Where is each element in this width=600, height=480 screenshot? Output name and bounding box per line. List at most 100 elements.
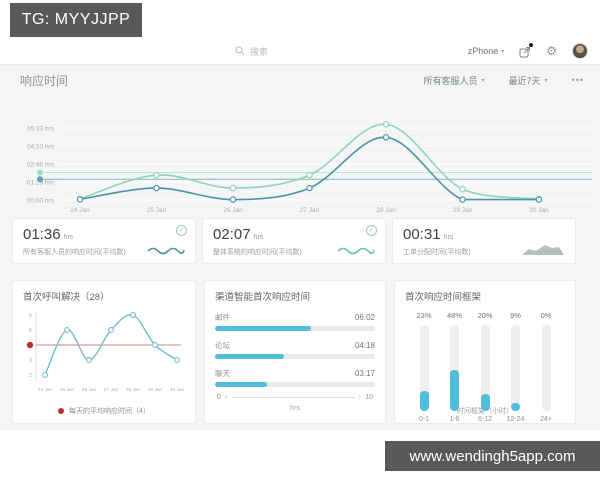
bar-fill — [215, 354, 284, 359]
x-tick-label: 27 Jan — [300, 207, 320, 214]
slider-left-handle[interactable]: ‹ — [224, 392, 228, 401]
date-range-label: 最近7天 — [508, 75, 541, 86]
x-tick-label: 24 Jan — [38, 387, 53, 393]
bar-value-label: 04:18 — [354, 341, 375, 350]
y-tick-label: 2 — [29, 373, 32, 379]
bar-percent-label: 9% — [510, 311, 521, 320]
settings-button[interactable]: ⚙ — [546, 45, 557, 57]
x-tick-label: 26 Jan — [82, 387, 97, 393]
chevron-down-icon: ▾ — [481, 77, 485, 84]
y-tick-label: 00:00 hrs — [27, 198, 55, 205]
y-tick-label: 02:46 hrs — [27, 162, 55, 169]
response-time-chart: 00:00 hrs 01:23 hrs 02:46 hrs 04:10 hrs 05:3… — [27, 121, 592, 214]
data-point — [535, 196, 543, 203]
axis-min-label: 0 — [217, 393, 221, 401]
data-point — [42, 372, 48, 378]
bar-fill — [215, 326, 312, 331]
bar-track — [215, 326, 375, 331]
bar-track — [215, 354, 375, 359]
x-tick-label: 28 Jan — [126, 387, 141, 393]
data-point — [64, 327, 70, 333]
x-tick-label: 30 Jan — [170, 387, 185, 393]
vbar-column: 23% 0-1 — [411, 311, 437, 423]
data-point — [459, 185, 466, 193]
bar-track — [541, 325, 551, 411]
stat-value: 02:07 — [213, 226, 251, 243]
agent-filter-label: 所有客服人员 — [423, 75, 478, 86]
vbar-chart: 23% 0-1 48% 1-6 20% 6-12 9% 12-24 0% 24+ — [405, 311, 565, 423]
bar-track — [419, 325, 429, 411]
tg-watermark-banner: TG: MYYJJPP — [10, 3, 142, 37]
data-point — [306, 171, 313, 179]
stat-card-row: 01:36 hrs 所有客服人员的响应时间(平均数) ✓ 02:07 hrs 整… — [12, 218, 576, 264]
x-tick-label: 28 Jan — [376, 207, 396, 214]
x-tick-label: 29 Jan — [148, 387, 163, 393]
more-options-button[interactable]: ••• — [571, 75, 584, 85]
agent-filter-dropdown[interactable]: 所有客服人员 ▾ — [423, 74, 484, 87]
average-line-dot — [37, 176, 43, 183]
vbar-column: 0% 24+ — [533, 311, 559, 423]
search-input[interactable]: 搜索 — [235, 38, 268, 64]
panel-title: 渠道智能首次响应时间 — [215, 292, 311, 303]
bar-fill — [511, 403, 520, 411]
axis-max-label: 10 — [365, 393, 373, 401]
share-button[interactable] — [519, 43, 534, 58]
data-point — [229, 196, 237, 203]
legend-label: 每天的平均响应时间（4） — [69, 408, 150, 415]
bar-track — [215, 382, 375, 387]
stat-unit: hrs — [443, 234, 454, 241]
data-point — [382, 121, 390, 128]
bar-category-label: 聊天 — [215, 369, 230, 378]
bar-fill — [215, 382, 268, 387]
x-tick-label: 25 Jan — [147, 207, 167, 214]
stat-caption: 整体系统的响应时间(平均数) — [213, 249, 302, 256]
bar-fill — [419, 391, 429, 411]
x-tick-label: 26 Jan — [223, 207, 243, 214]
bar-fill — [480, 393, 490, 411]
bar-track — [450, 325, 459, 411]
bar-track — [480, 325, 490, 411]
bar-category-label: 邮件 — [215, 313, 230, 322]
notification-dot — [529, 43, 534, 47]
hbar-chart: 邮件 06:02 论坛 04:18 聊天 03:17 — [215, 312, 375, 387]
sparkline-area-icon — [522, 245, 564, 255]
panel-title: 首次呼叫解决（28） — [23, 292, 110, 303]
x-tick-label: 29 Jan — [453, 207, 473, 214]
y-tick-label: 05:33 hrs — [27, 126, 55, 133]
stat-unit: hrs — [253, 234, 264, 241]
stat-caption: 工单分配时间(平均数) — [403, 249, 471, 256]
device-selector[interactable]: zPhone ▾ — [468, 46, 505, 56]
y-tick-label: 04:10 hrs — [27, 143, 55, 150]
bar-track — [511, 325, 520, 411]
data-point — [153, 184, 160, 192]
data-point — [108, 327, 114, 333]
top-bar: 搜索 zPhone ▾ ⚙ — [0, 38, 600, 65]
search-placeholder: 搜索 — [250, 46, 269, 57]
axis-caption: 时间框架（小时） — [457, 408, 513, 415]
site-watermark-banner: www.wendingh5app.com — [385, 441, 600, 471]
data-point — [86, 357, 92, 363]
hbar-row: 聊天 03:17 — [215, 368, 375, 387]
bar-value-label: 03:17 — [354, 369, 375, 378]
data-point — [152, 342, 158, 348]
date-range-dropdown[interactable]: 最近7天 ▾ — [509, 74, 548, 87]
stat-value: 00:31 — [403, 226, 441, 243]
channel-response-panel: 渠道智能首次响应时间 邮件 06:02 论坛 04:18 聊天 03:17 0 ‹ › 1… — [204, 280, 386, 424]
x-tick-label: 30 Jan — [529, 207, 549, 214]
y-tick-label: 3 — [29, 358, 32, 364]
slider-right-handle[interactable]: › — [358, 392, 362, 401]
panel-title: 首次响应时间框架 — [405, 292, 482, 303]
hbar-row: 邮件 06:02 — [215, 312, 375, 331]
bar-category-label: 6-12 — [477, 416, 492, 423]
data-point — [382, 134, 390, 141]
topbar-actions: zPhone ▾ ⚙ — [468, 38, 588, 64]
hbar-row: 论坛 04:18 — [215, 340, 375, 359]
bar-category-label: 1-6 — [449, 416, 460, 423]
search-icon — [235, 46, 245, 56]
stat-caption: 所有客服人员的响应时间(平均数) — [23, 249, 126, 256]
bar-category-label: 论坛 — [215, 341, 230, 350]
slider-track[interactable] — [231, 396, 355, 398]
header-filters: 所有客服人员 ▾ 最近7天 ▾ ••• — [423, 74, 584, 87]
user-avatar[interactable] — [572, 43, 588, 59]
